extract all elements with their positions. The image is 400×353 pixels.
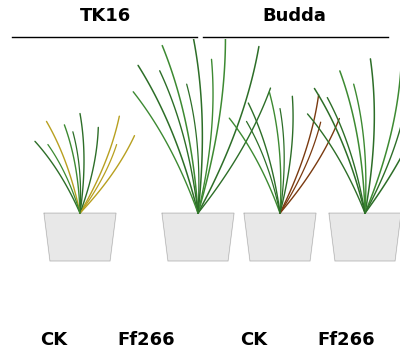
Polygon shape [44,213,116,261]
Text: Budda: Budda [262,7,326,25]
Polygon shape [329,213,400,261]
Text: Ff266: Ff266 [317,331,375,348]
Text: CK: CK [40,331,68,348]
Polygon shape [244,213,316,261]
Text: CK: CK [240,331,268,348]
Text: Ff266: Ff266 [117,331,175,348]
Text: TK16: TK16 [80,7,132,25]
Polygon shape [162,213,234,261]
